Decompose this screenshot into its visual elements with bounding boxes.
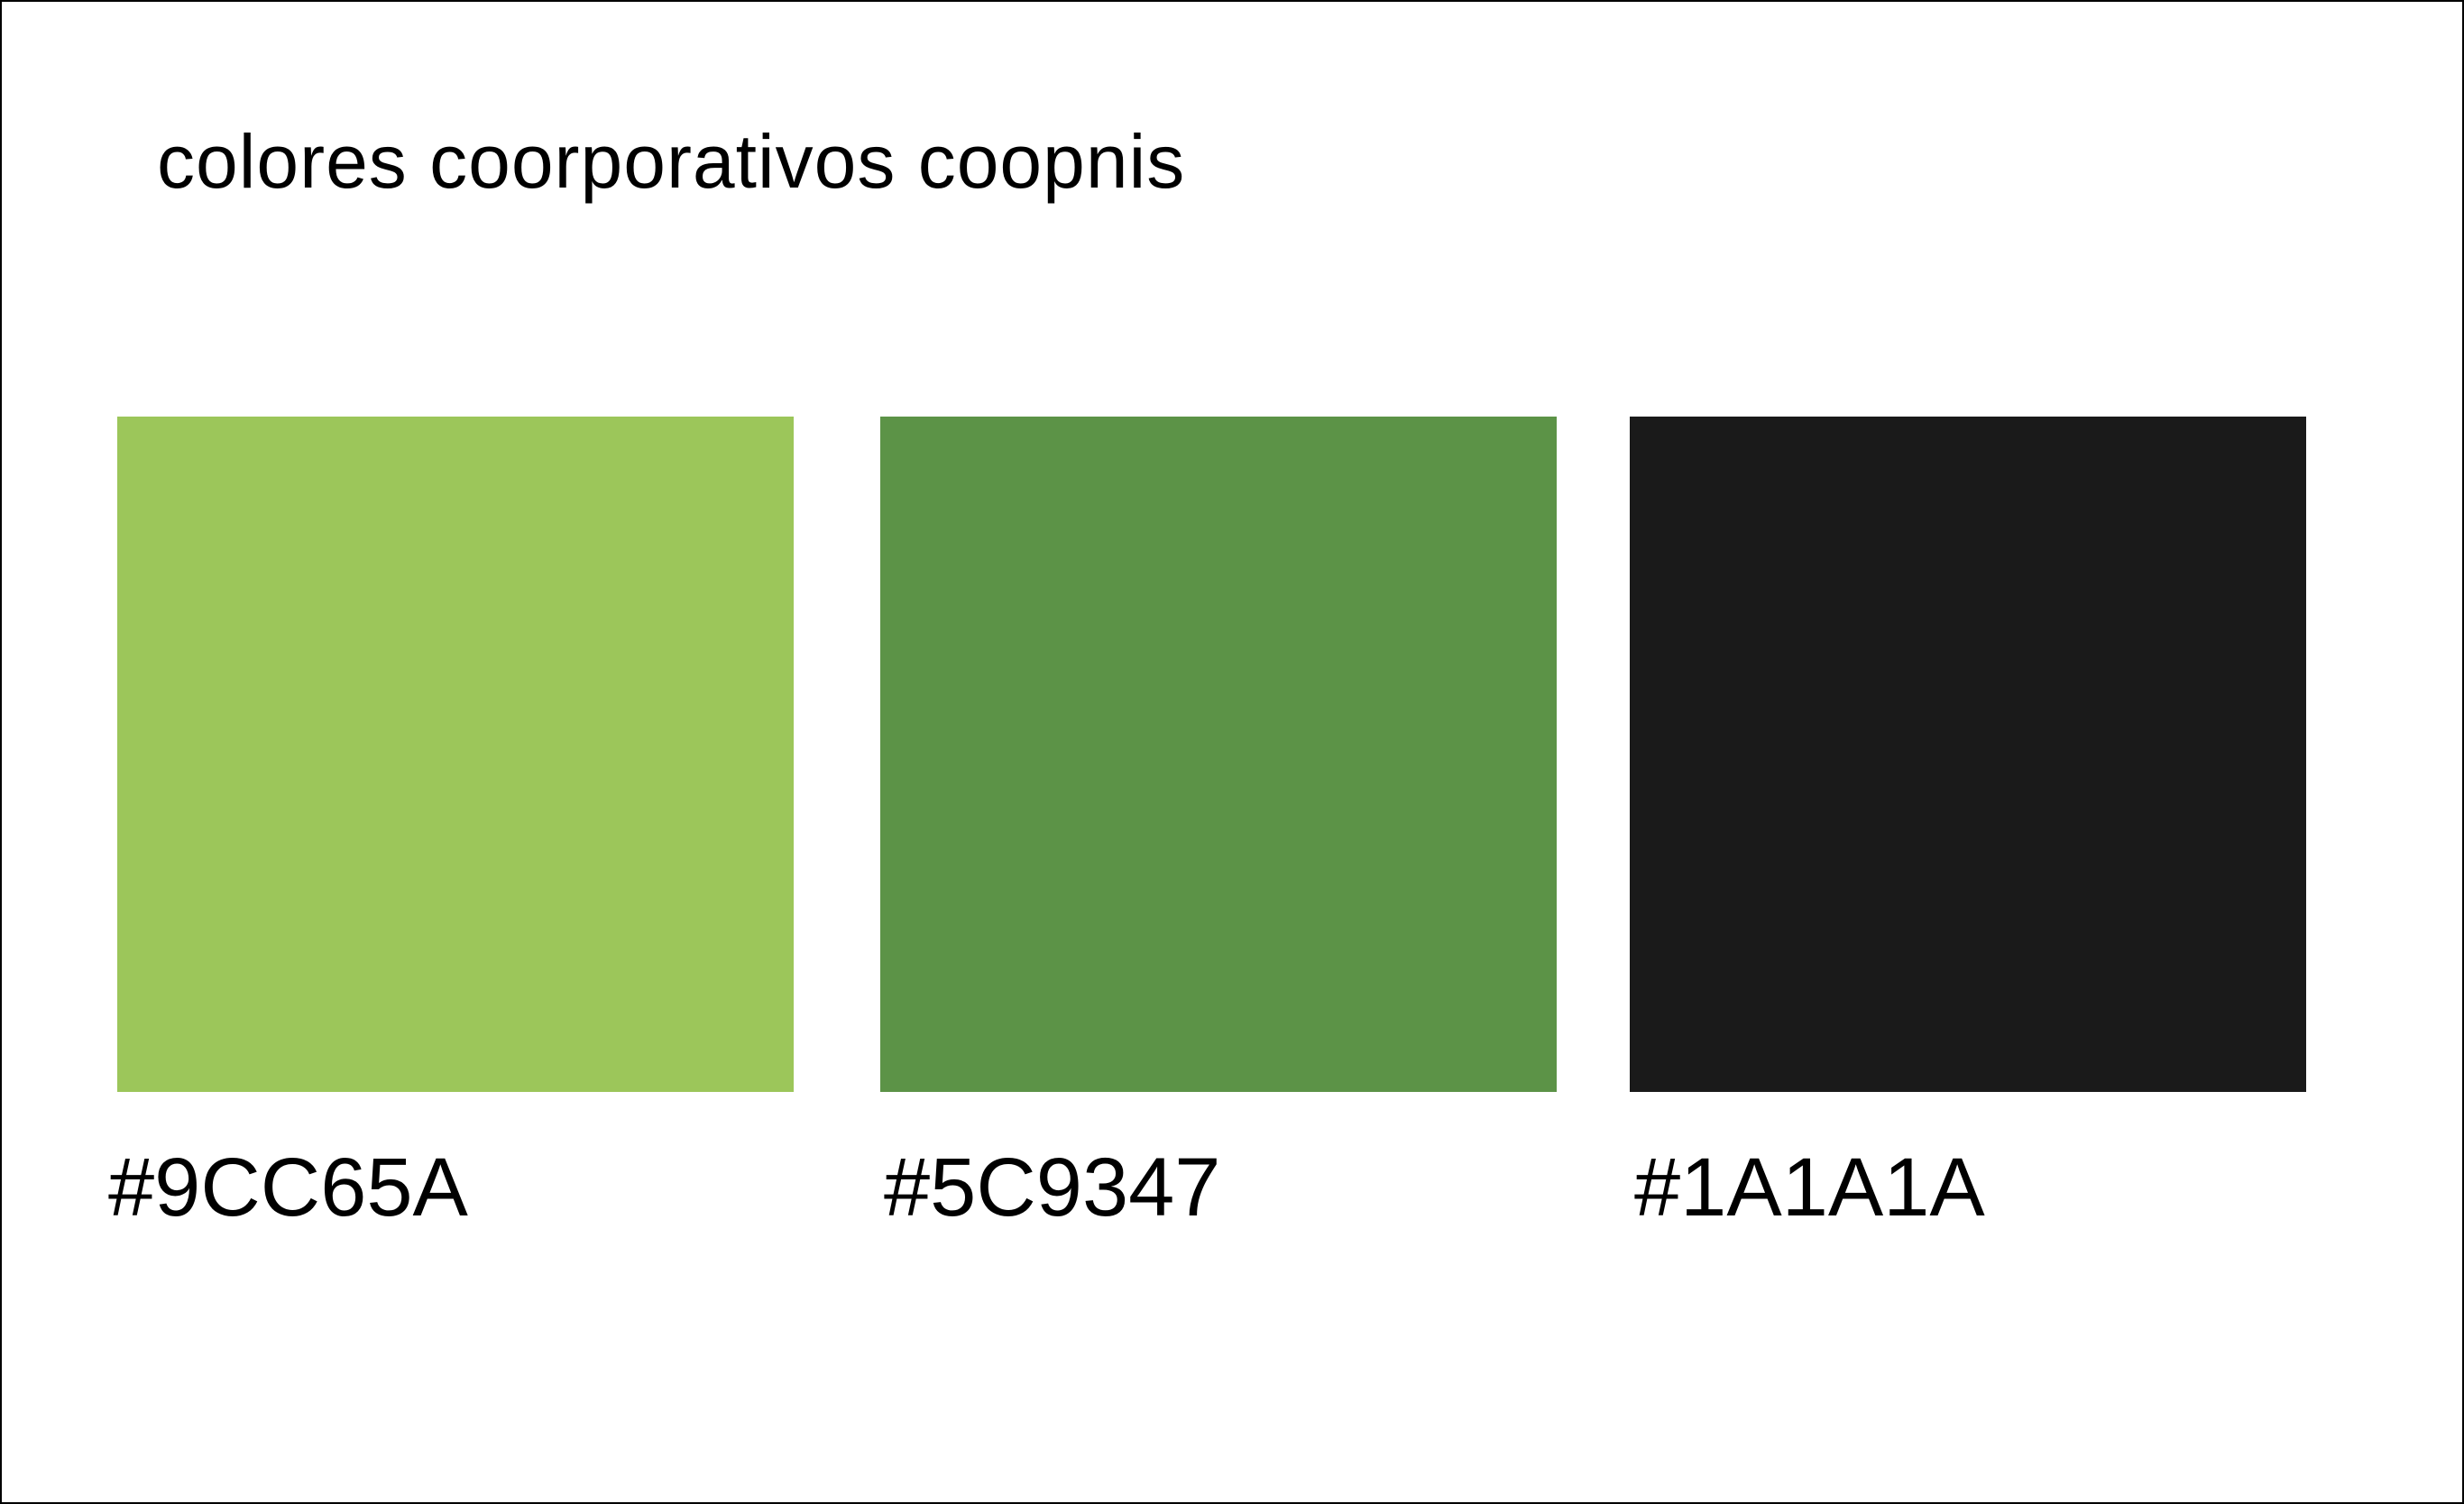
color-code-dark-green: #5C9347 bbox=[884, 1142, 1221, 1233]
color-code-black: #1A1A1A bbox=[1634, 1142, 1985, 1233]
palette-title: colores coorporativos coopnis bbox=[157, 119, 1186, 204]
color-swatch-dark-green bbox=[880, 417, 1557, 1092]
color-swatch-black bbox=[1630, 417, 2306, 1092]
color-code-light-green: #9CC65A bbox=[108, 1142, 468, 1233]
color-swatch-light-green bbox=[117, 417, 794, 1092]
